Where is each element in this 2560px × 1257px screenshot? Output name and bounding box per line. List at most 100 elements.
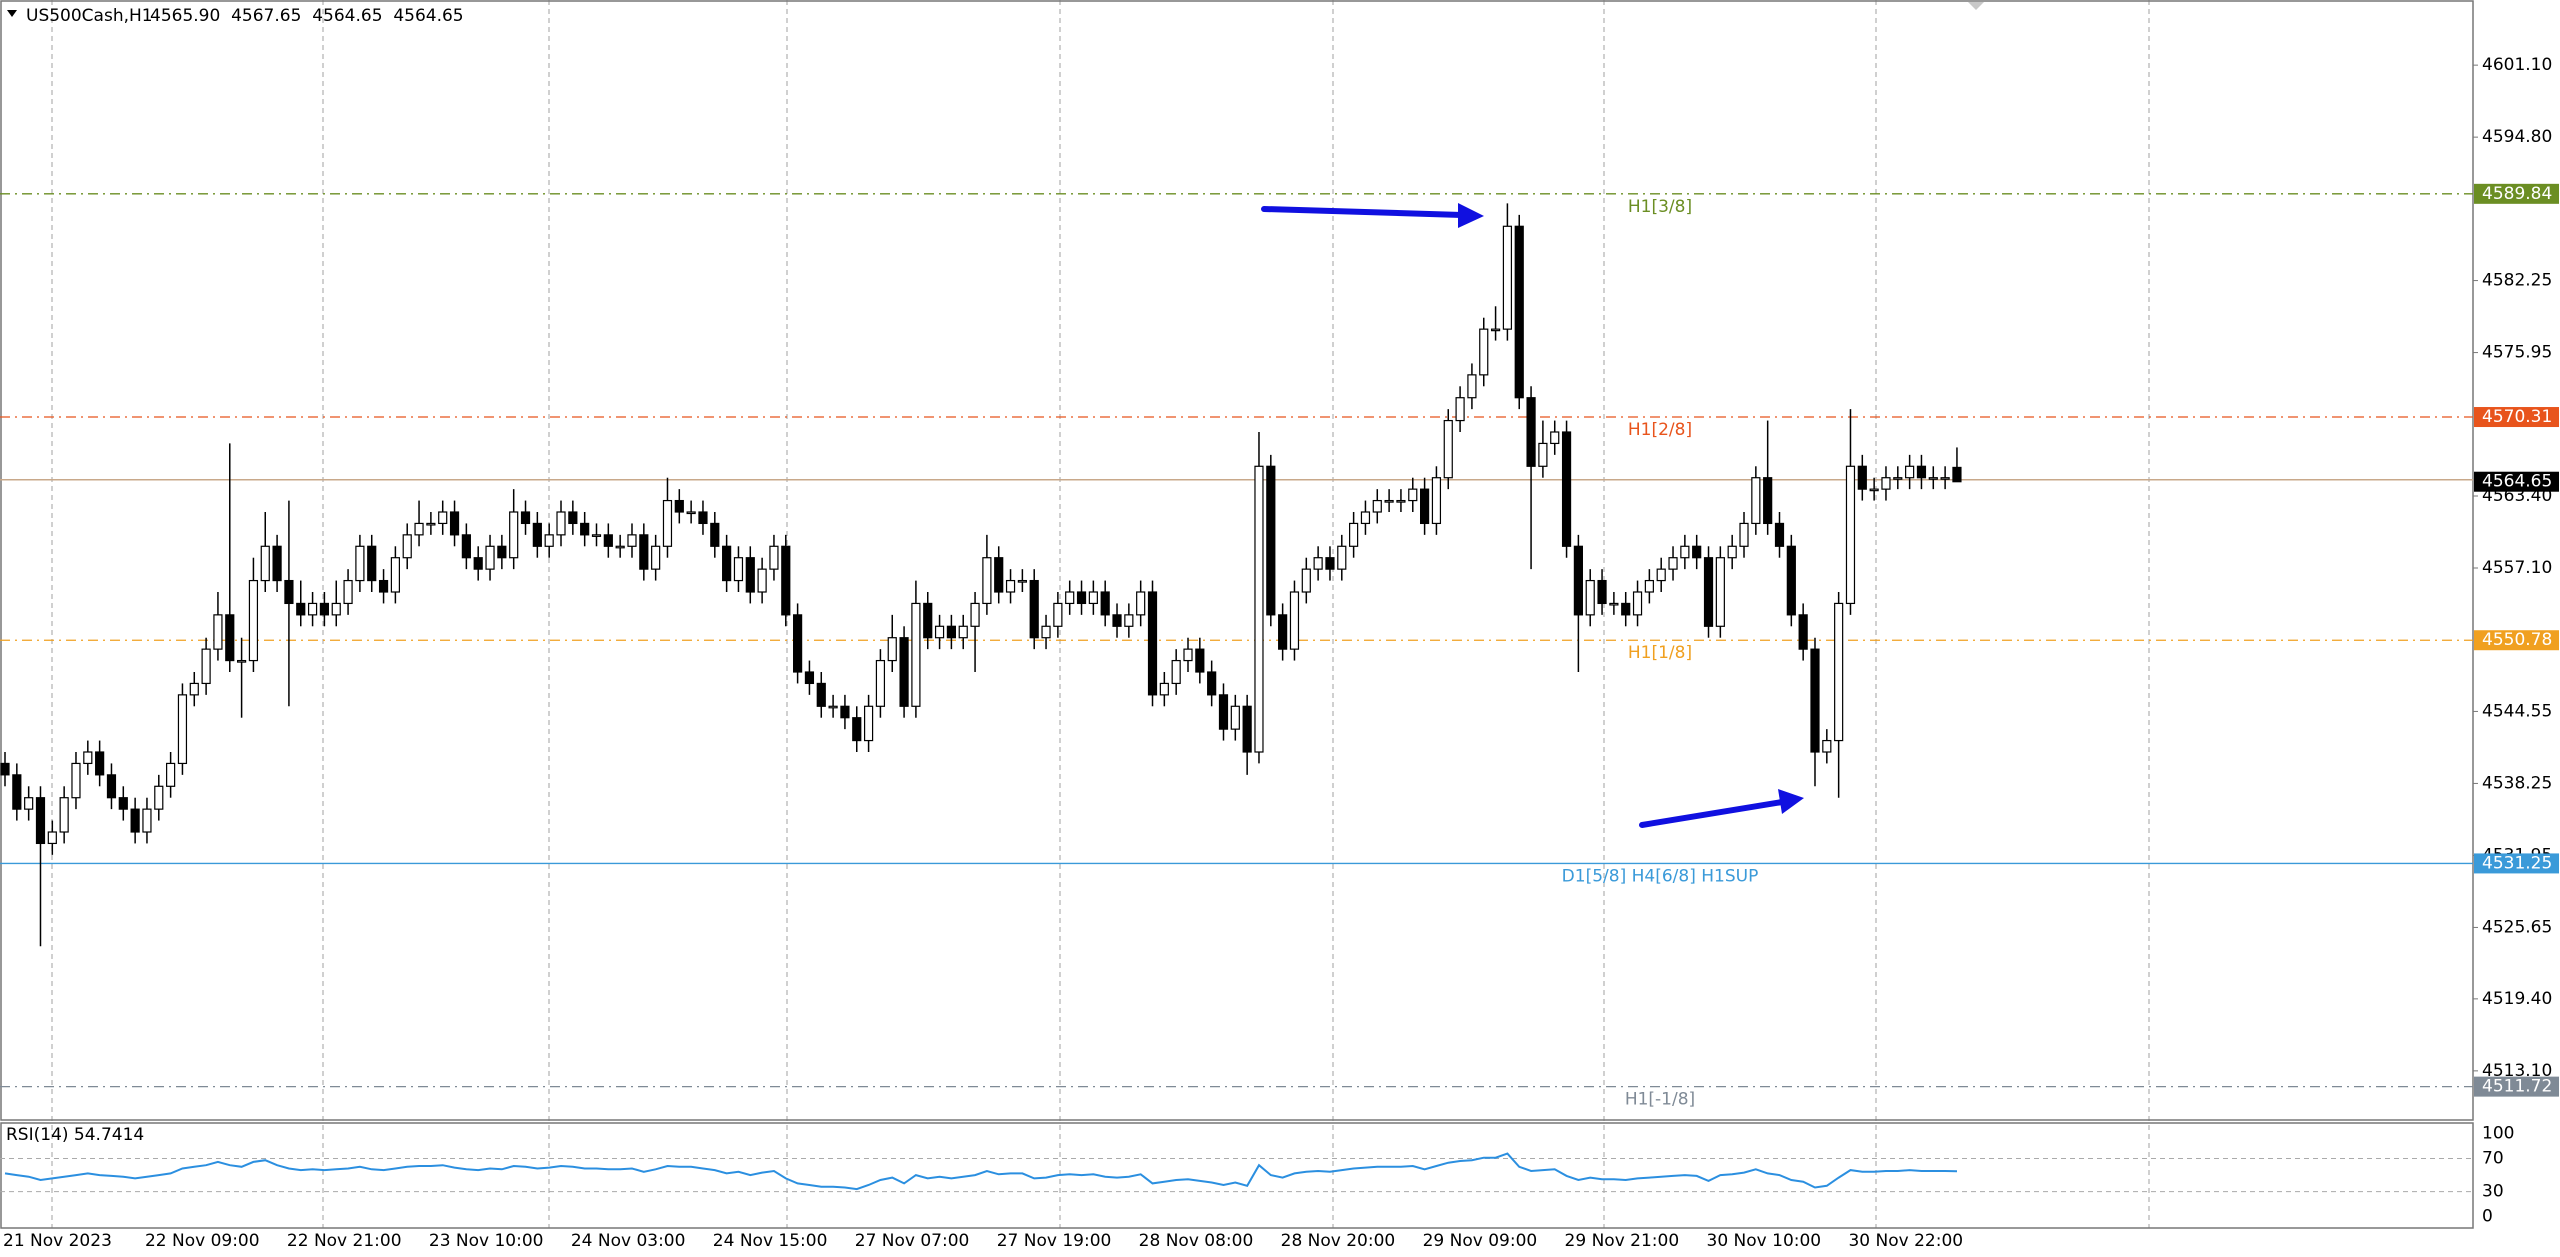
candle-body (1029, 579, 1039, 639)
candle-body (1822, 739, 1832, 753)
candle-body (745, 557, 755, 593)
x-tick-label: 28 Nov 08:00 (1139, 1231, 1254, 1251)
level-label: D1[5/8] H4[6/8] H1SUP (1562, 866, 1759, 886)
candle-body (509, 511, 519, 559)
candle-body (118, 797, 128, 810)
candle-body (580, 522, 590, 536)
arrow (1639, 799, 1785, 828)
candle-body (378, 579, 389, 593)
candle-body (1230, 705, 1240, 730)
candle-body (1502, 225, 1513, 330)
x-tick-label: 23 Nov 10:00 (429, 1231, 544, 1251)
candle-body (887, 637, 897, 662)
candle-body (934, 625, 945, 639)
candle-body (1774, 522, 1785, 547)
level-value: 4550.78 (2482, 630, 2552, 650)
candle-body (1893, 477, 1903, 480)
candle-body (1065, 591, 1075, 605)
candle-body (1195, 648, 1205, 673)
candle-body (911, 602, 921, 707)
candle-body (840, 705, 850, 719)
candle-body (1857, 465, 1867, 490)
candle-body (1289, 591, 1300, 650)
candle-body (1278, 614, 1288, 650)
rsi-line (4, 1152, 1958, 1191)
candle-body (1372, 499, 1382, 513)
y-tick-label: 4575.95 (2482, 343, 2552, 363)
x-tick-label: 27 Nov 19:00 (997, 1231, 1112, 1251)
candle-body (686, 511, 696, 515)
level-label: H1[1/8] (1628, 643, 1692, 663)
candle-body (296, 602, 306, 616)
candle-body (343, 579, 353, 605)
level-value: 4570.31 (2482, 407, 2552, 427)
candle-body (544, 534, 554, 547)
candle-body (12, 774, 22, 810)
candle-body (710, 522, 720, 547)
candle-body (1467, 374, 1477, 399)
candle-body (863, 705, 874, 742)
candle-body (639, 534, 649, 570)
candle-body (1727, 545, 1737, 559)
level-label: H1[2/8] (1628, 420, 1692, 440)
level-value: 4511.72 (2482, 1077, 2552, 1097)
candle-body (47, 831, 57, 845)
candle-body (1337, 545, 1347, 570)
candle-body (59, 797, 69, 833)
x-tick-label: 29 Nov 09:00 (1423, 1231, 1538, 1251)
candle-body (733, 557, 744, 582)
chart-title: US500Cash,H1 (26, 6, 153, 26)
candle-body (662, 499, 673, 547)
candle-body (793, 614, 803, 673)
candle-body (828, 705, 838, 709)
candle-body (106, 774, 117, 799)
level-value: 4589.84 (2482, 184, 2552, 204)
x-tick-label: 22 Nov 09:00 (145, 1231, 260, 1251)
candle-body (1076, 591, 1087, 605)
candle-body (1739, 522, 1749, 547)
candle-body (1692, 545, 1702, 559)
candle-body (1952, 466, 1962, 483)
candle-body (1715, 557, 1725, 627)
candle-body (1834, 602, 1844, 742)
candle-body (237, 659, 247, 663)
candle-body (1881, 477, 1891, 490)
candle-body (260, 545, 270, 582)
candle-body (1325, 557, 1335, 570)
candle-body (1680, 545, 1690, 559)
candle-body (1443, 419, 1453, 479)
x-tick-label: 24 Nov 03:00 (571, 1231, 686, 1251)
candle-body (461, 534, 471, 559)
candle-body (1609, 602, 1619, 606)
candle-body (591, 534, 602, 537)
candle-body (71, 762, 81, 799)
candle-body (1538, 442, 1548, 467)
candle-body (449, 511, 460, 536)
candle-body (1360, 511, 1371, 525)
candle-body (1041, 625, 1051, 639)
level-badge (2474, 407, 2559, 428)
candle-body (1644, 579, 1654, 593)
candle-body (674, 499, 684, 513)
candle-body (1798, 614, 1808, 650)
level-value: 4531.25 (2482, 853, 2552, 873)
candle-body (1147, 591, 1158, 696)
x-tick-label: 22 Nov 21:00 (287, 1231, 402, 1251)
candle-body (722, 545, 732, 582)
candle-body (1786, 545, 1796, 616)
ohlc-readout: 4565.90 4567.65 4564.65 4564.65 (150, 6, 464, 26)
y-tick-label: 100 (2482, 1124, 2514, 1144)
candle-body (1136, 591, 1146, 616)
level-label: H1[-1/8] (1625, 1090, 1695, 1110)
candle-body (1017, 579, 1027, 583)
candle-body (284, 579, 294, 605)
candle-body (1254, 465, 1264, 753)
candle-body (1905, 465, 1915, 479)
y-tick-label: 4601.10 (2482, 55, 2552, 75)
candle-body (781, 545, 791, 616)
candle-body (367, 545, 377, 582)
candle-body (1419, 488, 1430, 525)
candle-body (1171, 659, 1181, 685)
candle-body (355, 545, 365, 582)
candle-body (154, 785, 164, 810)
